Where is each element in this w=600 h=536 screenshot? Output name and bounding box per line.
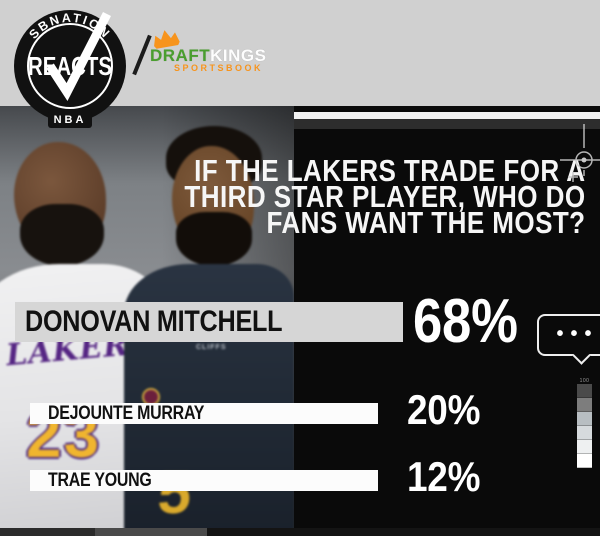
mitchell-jersey-number: 5: [155, 459, 194, 526]
calibration-cell: [577, 426, 592, 440]
option-label: TRAE YOUNG: [48, 470, 152, 491]
draftkings-wordmark: DRAFTKINGS: [150, 46, 266, 66]
speech-bubble-dots: •••: [556, 323, 599, 345]
question-line-1: IF THE LAKERS TRADE FOR A: [194, 153, 586, 188]
sportsbook-text: SPORTSBOOK: [174, 63, 264, 73]
calibration-cell: [577, 412, 592, 426]
question-line-3: FANS WANT THE MOST?: [266, 205, 586, 240]
pct-value: 12%: [407, 453, 481, 500]
option-bar-dejounte-murray: DEJOUNTE MURRAY: [30, 403, 378, 424]
jersey-patch-text: CLIFFS: [196, 344, 227, 351]
question-line-2: THIRD STAR PLAYER, WHO DO: [184, 179, 586, 214]
logo-nba-text: NBA: [54, 114, 87, 126]
option-label: DONOVAN MITCHELL: [25, 305, 283, 338]
option-pct-trae-young: 12%: [407, 456, 490, 498]
white-divider-strip: [294, 112, 600, 119]
pct-value: 68%: [413, 287, 518, 356]
pct-value: 20%: [407, 386, 481, 433]
gray-divider-strip: [294, 119, 600, 129]
speech-bubble: •••: [537, 314, 600, 365]
logo-nba-tab: [48, 110, 92, 128]
logo-name-text: REACTS: [28, 51, 112, 81]
option-pct-donovan-mitchell: 68%: [413, 291, 536, 353]
draftkings-kings-text: KINGS: [210, 46, 267, 65]
lebron-beard: [20, 204, 104, 266]
mitchell-beard: [176, 212, 252, 266]
poll-question: IF THE LAKERS TRADE FOR A THIRD STAR PLA…: [108, 155, 586, 238]
bottom-strip: [0, 528, 600, 536]
option-bar-trae-young: TRAE YOUNG: [30, 470, 378, 491]
calibration-label: 100: [579, 378, 590, 384]
crown-icon: [154, 30, 180, 49]
bottom-strip-segment: [95, 528, 207, 536]
logo-checkmark-icon: [46, 11, 112, 101]
logo-inner-ring: [27, 23, 113, 109]
option-pct-dejounte-murray: 20%: [407, 389, 490, 431]
option-bar-donovan-mitchell: DONOVAN MITCHELL: [15, 302, 403, 342]
calibration-cell: [577, 398, 592, 412]
bottom-strip-segment: [0, 528, 95, 536]
option-label: DEJOUNTE MURRAY: [48, 403, 205, 424]
sbnation-reacts-logo: SBNATION REACTS NBA: [14, 10, 126, 128]
draftkings-draft-text: DRAFT: [150, 46, 211, 65]
calibration-cell: [577, 440, 592, 454]
calibration-cell: [577, 454, 592, 468]
calibration-cell: [577, 384, 592, 398]
crosshair-icon: [560, 124, 600, 182]
calibration-strip: 100: [577, 378, 592, 468]
